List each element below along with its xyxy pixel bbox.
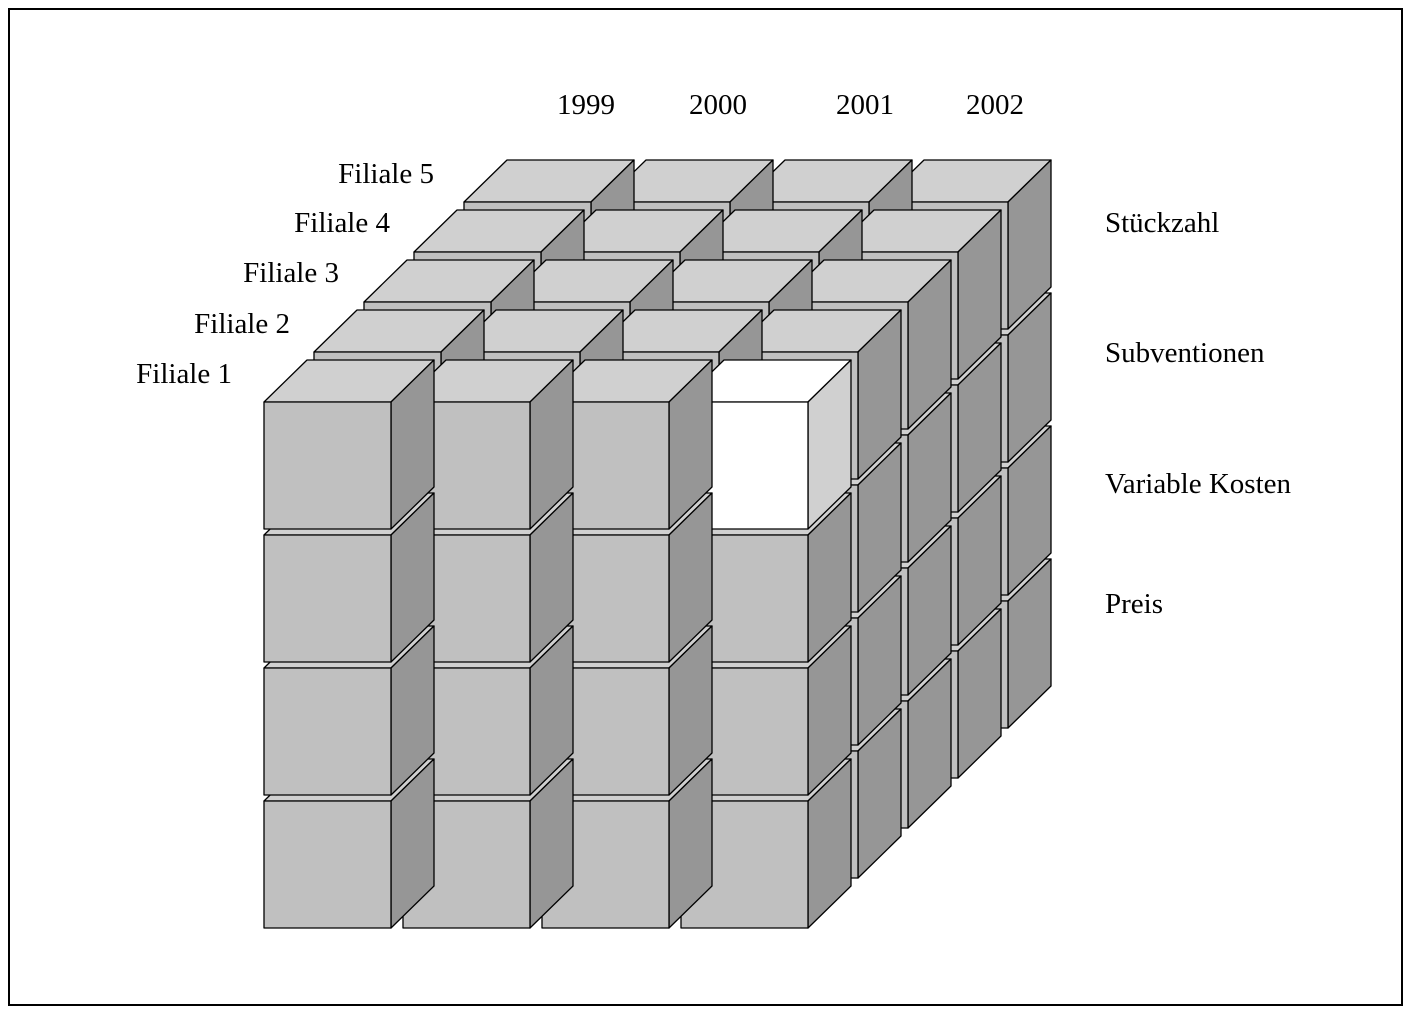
cube-cells bbox=[263, 159, 1052, 929]
highlighted-cube-cell bbox=[680, 359, 852, 530]
cube-cell bbox=[263, 359, 435, 530]
measure-label: Subventionen bbox=[1105, 337, 1265, 369]
measure-label: Stückzahl bbox=[1105, 207, 1219, 239]
branch-label: Filiale 5 bbox=[338, 158, 434, 190]
year-label: 2000 bbox=[689, 89, 747, 121]
cube-front-face bbox=[263, 401, 392, 530]
cube-front-face bbox=[263, 800, 392, 929]
measure-label: Variable Kosten bbox=[1105, 468, 1292, 500]
year-label: 1999 bbox=[557, 89, 615, 121]
branch-label: Filiale 2 bbox=[194, 308, 290, 340]
year-label: 2001 bbox=[836, 89, 894, 121]
cube-front-face bbox=[263, 667, 392, 796]
cube-front-face bbox=[263, 534, 392, 663]
year-labels: 1999 2000 2001 2002 bbox=[557, 89, 1024, 121]
cube-cell bbox=[402, 359, 574, 530]
branch-label: Filiale 3 bbox=[243, 257, 339, 289]
measure-labels: Stückzahl Subventionen Variable Kosten P… bbox=[1105, 207, 1292, 620]
branch-labels: Filiale 1 Filiale 2 Filiale 3 Filiale 4 … bbox=[136, 158, 434, 390]
branch-label: Filiale 4 bbox=[294, 207, 390, 239]
cube-cell bbox=[541, 359, 713, 530]
year-label: 2002 bbox=[966, 89, 1024, 121]
branch-label: Filiale 1 bbox=[136, 358, 232, 390]
measure-label: Preis bbox=[1105, 588, 1163, 620]
